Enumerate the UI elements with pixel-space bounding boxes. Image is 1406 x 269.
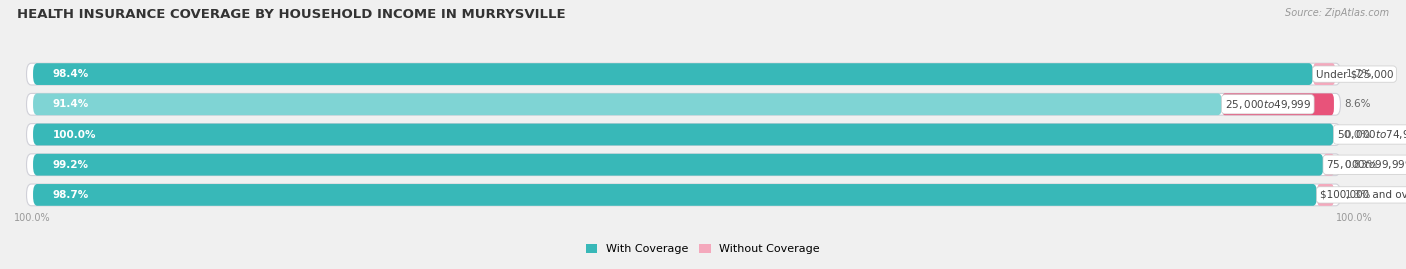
FancyBboxPatch shape (1317, 184, 1334, 206)
FancyBboxPatch shape (27, 63, 1340, 85)
FancyBboxPatch shape (34, 124, 1334, 145)
FancyBboxPatch shape (27, 124, 1340, 145)
Text: 100.0%: 100.0% (52, 129, 96, 140)
Text: 100.0%: 100.0% (14, 213, 51, 222)
Text: 98.7%: 98.7% (52, 190, 89, 200)
FancyBboxPatch shape (27, 184, 1340, 206)
FancyBboxPatch shape (34, 154, 1323, 176)
Legend: With Coverage, Without Coverage: With Coverage, Without Coverage (582, 239, 824, 259)
Text: 0.0%: 0.0% (1344, 129, 1371, 140)
Text: 91.4%: 91.4% (52, 99, 89, 109)
FancyBboxPatch shape (27, 154, 1340, 176)
Text: $25,000 to $49,999: $25,000 to $49,999 (1225, 98, 1310, 111)
Text: $50,000 to $74,999: $50,000 to $74,999 (1337, 128, 1406, 141)
FancyBboxPatch shape (27, 93, 1340, 115)
Text: 98.4%: 98.4% (52, 69, 89, 79)
Text: $75,000 to $99,999: $75,000 to $99,999 (1326, 158, 1406, 171)
Text: $100,000 and over: $100,000 and over (1320, 190, 1406, 200)
Text: 8.6%: 8.6% (1344, 99, 1371, 109)
FancyBboxPatch shape (34, 93, 1222, 115)
Text: HEALTH INSURANCE COVERAGE BY HOUSEHOLD INCOME IN MURRYSVILLE: HEALTH INSURANCE COVERAGE BY HOUSEHOLD I… (17, 8, 565, 21)
Text: 1.7%: 1.7% (1346, 69, 1372, 79)
Text: Under $25,000: Under $25,000 (1316, 69, 1393, 79)
FancyBboxPatch shape (34, 63, 1313, 85)
FancyBboxPatch shape (1222, 93, 1334, 115)
FancyBboxPatch shape (1313, 63, 1336, 85)
FancyBboxPatch shape (1323, 154, 1334, 176)
Text: 100.0%: 100.0% (1336, 213, 1372, 222)
Text: Source: ZipAtlas.com: Source: ZipAtlas.com (1285, 8, 1389, 18)
Text: 1.3%: 1.3% (1344, 190, 1371, 200)
Text: 99.2%: 99.2% (52, 160, 89, 170)
FancyBboxPatch shape (34, 184, 1317, 206)
Text: 0.83%: 0.83% (1344, 160, 1378, 170)
